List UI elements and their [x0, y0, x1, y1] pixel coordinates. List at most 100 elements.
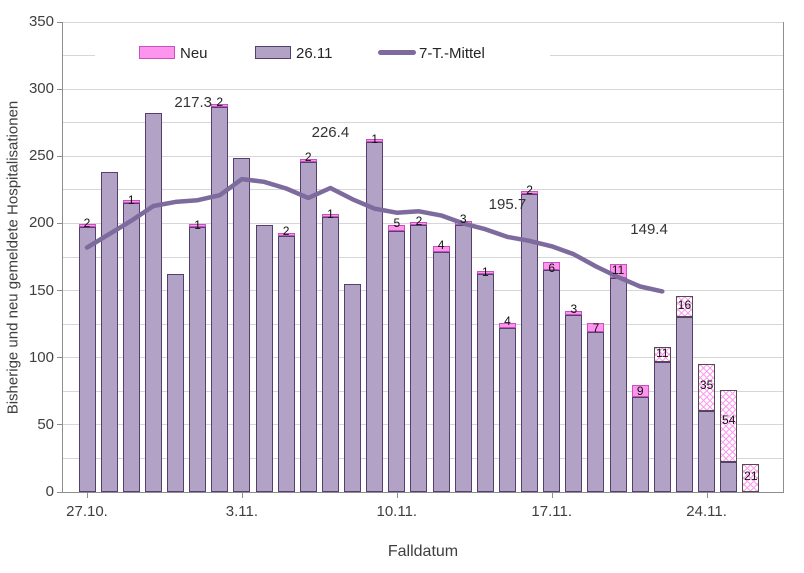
new-cases-7.11.: [321, 213, 339, 217]
gridline: [62, 21, 783, 23]
y-tick-label: 200: [28, 214, 54, 232]
bar-16.11.: [521, 193, 539, 492]
new-cases-29.10.: [122, 200, 140, 204]
new-cases-21.11.: [631, 384, 649, 397]
bar-value-label: 4: [437, 237, 445, 252]
new-cases-hatched-23.11.: [675, 295, 693, 318]
y-tick: [57, 357, 62, 359]
x-tick: [87, 493, 88, 498]
bar-17.11.: [543, 270, 561, 492]
bar-6.11.: [299, 161, 317, 492]
bar-25.11.: [720, 462, 738, 492]
new-cases-11.11.: [410, 221, 428, 225]
right-border-line: [783, 22, 784, 493]
legend-label-mean: 7-T.-Mittel: [419, 45, 485, 62]
bar-2.11.: [211, 106, 229, 492]
legend-label-2611: 26.11: [296, 45, 333, 62]
bar-value-label: 1: [327, 206, 334, 221]
x-tick: [396, 493, 398, 498]
bar-8.11.: [344, 283, 362, 492]
bar-14.11.: [476, 274, 494, 492]
legend-label-neu: Neu: [180, 45, 208, 62]
new-cases-hatched-26.11.: [742, 463, 760, 492]
y-tick: [57, 491, 62, 493]
y-tick-label: 50: [37, 415, 54, 433]
x-tick-label: 17.11.: [531, 503, 572, 520]
bar-28.10.: [100, 172, 118, 492]
new-cases-5.11.: [277, 232, 295, 236]
new-cases-6.11.: [299, 158, 317, 162]
x-axis-title: Falldatum: [387, 543, 459, 560]
new-cases-15.11.: [498, 322, 516, 329]
x-tick: [551, 493, 553, 498]
gridline: [62, 122, 783, 124]
bar-value-label: 2: [526, 182, 533, 197]
y-tick: [57, 155, 62, 157]
bar-value-label: 1: [371, 131, 378, 146]
new-cases-hatched-25.11.: [720, 389, 738, 463]
bar-value-label: 2: [282, 224, 290, 239]
x-tick: [706, 493, 708, 498]
bar-swatch-icon: [255, 46, 291, 59]
bar-value-label: 2: [415, 213, 423, 228]
line-value-annotation: 195.7: [488, 195, 527, 213]
bar-value-label: 2: [216, 95, 224, 110]
bar-3.11.: [233, 157, 251, 492]
y-tick-label: 150: [28, 281, 54, 299]
x-axis-line: [62, 492, 784, 493]
y-axis-line: [62, 22, 63, 493]
bar-value-label: 7: [592, 321, 600, 336]
legend-item-mean: 7-T.-Mittel: [378, 45, 528, 62]
bar-value-label: 9: [636, 384, 644, 399]
new-cases-16.11.: [521, 190, 539, 194]
x-tick: [241, 493, 243, 498]
bar-31.10.: [167, 274, 184, 492]
bar-value-label: 1: [194, 217, 201, 232]
gridline: [62, 189, 783, 191]
gridline: [62, 88, 783, 90]
bar-29.10.: [122, 203, 140, 492]
bar-value-label: 3: [570, 302, 578, 317]
y-axis-title: Bisherige und neu gemeldete Hospitalisat…: [4, 100, 22, 415]
y-tick-label: 100: [28, 348, 54, 366]
x-tick-label: 24.11.: [686, 503, 727, 520]
bar-value-label: 3: [459, 212, 467, 227]
y-tick-label: 350: [28, 13, 54, 30]
bar-value-label: 5: [393, 216, 401, 231]
bar-4.11.: [255, 224, 273, 492]
bar-value-label: 11: [611, 263, 625, 278]
bar-7.11.: [321, 216, 339, 492]
bar-9.11.: [366, 141, 384, 492]
y-tick: [57, 290, 62, 292]
new-cases-12.11.: [432, 246, 450, 252]
bar-value-label: 2: [304, 150, 312, 165]
bar-value-label: 21: [744, 468, 758, 483]
y-tick: [57, 88, 62, 90]
bar-12.11.: [432, 251, 450, 492]
x-tick-label: 3.11.: [225, 503, 259, 520]
new-cases-2.11.: [211, 103, 229, 107]
bar-10.11.: [388, 231, 406, 492]
bar-15.11.: [498, 328, 516, 492]
new-cases-hatched-22.11.: [653, 346, 671, 362]
bar-value-label: 54: [722, 413, 736, 428]
line-value-annotation: 149.4: [630, 221, 668, 239]
bar-value-label: 16: [677, 298, 692, 313]
legend-item-neu: Neu: [139, 45, 249, 62]
legend-item-2611: 26.11: [255, 45, 365, 62]
bar-value-label: 35: [699, 378, 714, 393]
x-tick-label: 10.11.: [376, 503, 418, 520]
bar-value-label: 2: [83, 216, 91, 231]
x-tick-label: 27.10.: [66, 503, 108, 520]
new-cases-9.11.: [366, 138, 384, 142]
new-cases-hatched-24.11.: [698, 364, 716, 412]
bar-19.11.: [587, 332, 605, 492]
new-cases-10.11.: [388, 224, 406, 232]
bar-27.10.: [78, 227, 96, 492]
bar-11.11.: [410, 224, 428, 492]
y-tick: [57, 222, 62, 224]
y-tick-label: 250: [28, 147, 54, 165]
bar-18.11.: [565, 314, 583, 492]
